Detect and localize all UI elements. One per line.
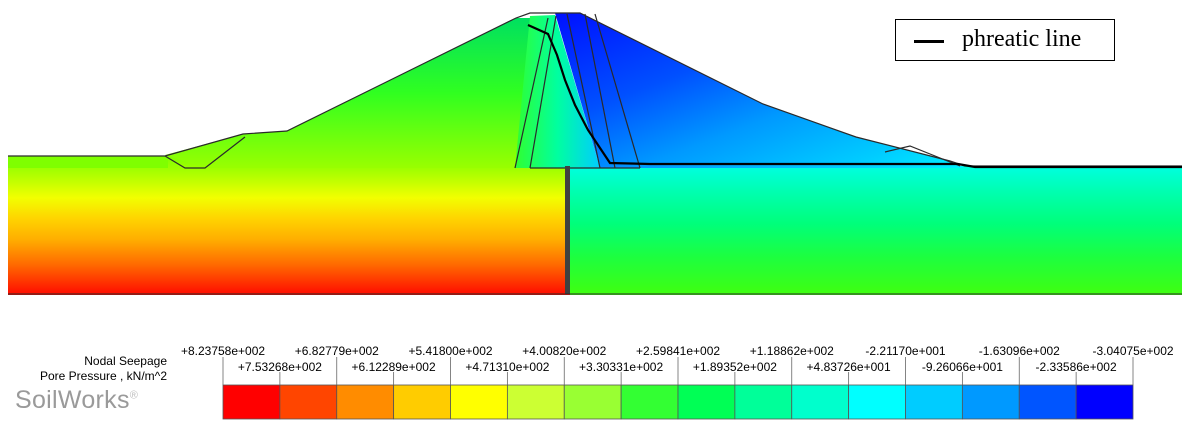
phreatic-legend: phreatic line [895,19,1115,61]
brand-name: SoilWorks [15,386,130,414]
colorbar-tick-label-lower: +4.83726e+001 [806,360,891,374]
colorbar-swatch [450,384,508,420]
dam-outline [8,12,1182,169]
colorbar-tick-label-upper: -1.63096e+002 [978,344,1060,358]
colorbar-tick-label-lower: +6.12289e+002 [351,360,436,374]
downstream-foundation [570,166,1182,295]
colorbar-tick-label-lower: +3.30331e+002 [579,360,664,374]
brand-mark: ® [129,389,139,402]
colorbar-swatch [791,384,850,420]
colorbar-tick-label-upper: +1.18862e+002 [749,344,834,358]
colorbar-swatch [222,384,281,420]
phreatic-line [527,23,1182,169]
colorbar-swatch [734,384,793,420]
colorbar-tick-label-lower: -2.33586e+002 [1035,360,1117,374]
colorbar-tick-label-lower: +7.53268e+002 [237,360,322,374]
colorbar-tick-label-upper: +2.59841e+002 [635,344,721,358]
colorbar-swatch [336,384,395,420]
upstream-foundation [8,156,570,295]
phreatic-legend-label: phreatic line [962,26,1082,52]
colorbar-swatch [961,384,1020,420]
colorbar-tick-label-lower: +4.71310e+002 [465,360,550,374]
colorbar-swatch [677,384,736,420]
soilworks-logo: SoilWorks® [15,386,138,415]
phreatic-legend-swatch [914,40,944,43]
colorbar-swatch [1075,384,1134,420]
colorbar-tick-label-upper: +6.82779e+002 [294,344,379,358]
colorbar-tick-label-upper: +4.00820e+002 [522,344,607,358]
colorbar-tick-label-lower: -9.26066e+001 [921,360,1003,374]
upstream-embankment [165,18,563,168]
cutoff-wall [565,166,570,294]
colorbar-swatch [1018,384,1077,420]
dam-contour-plot [8,12,1182,295]
colorbar-title-line2: Pore Pressure , kN/m^2 [39,369,167,383]
colorbar-tick-label-upper: +8.23758e+002 [180,344,266,358]
colorbar-swatch [506,384,565,420]
colorbar-tick-label-upper: -2.21170e+001 [865,344,946,358]
colorbar-swatch [393,384,451,420]
colorbar-swatch [905,384,963,420]
colorbar-swatch [279,384,338,420]
colorbar-tick-label-upper: -3.04075e+002 [1092,344,1174,358]
colorbar-swatch [620,384,679,420]
colorbar-swatch [563,384,622,420]
colorbar-tick-label-lower: +1.89352e+002 [692,360,777,374]
colorbar-title-line1: Nodal Seepage [84,354,167,368]
colorbar-swatch [848,384,906,420]
colorbar-tick-label-upper: +5.41800e+002 [408,344,493,358]
